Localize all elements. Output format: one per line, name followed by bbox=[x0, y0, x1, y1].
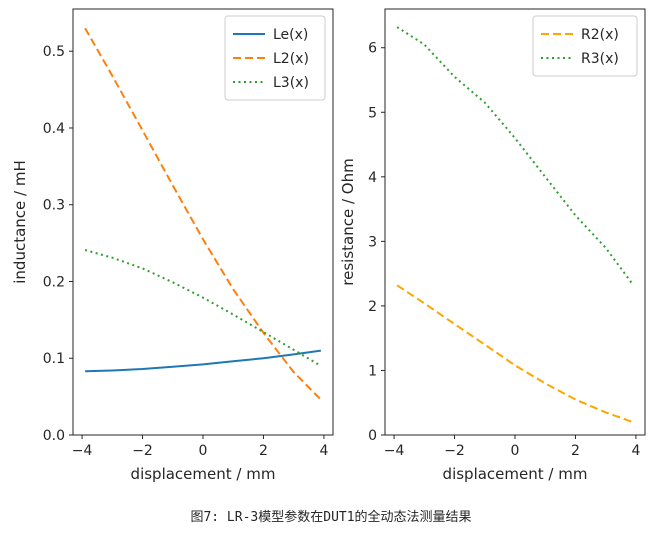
y-tick-label: 0.1 bbox=[43, 351, 65, 367]
y-tick-label: 0 bbox=[368, 428, 377, 444]
y-tick-label: 4 bbox=[368, 170, 377, 186]
legend-label: L3(x) bbox=[273, 75, 309, 91]
x-tick-label: −2 bbox=[444, 443, 465, 459]
plot-frame bbox=[72, 8, 334, 436]
y-tick-label: 6 bbox=[368, 41, 377, 57]
series-line-l2x bbox=[84, 27, 322, 401]
plot-frame bbox=[384, 8, 646, 436]
x-tick-label: 2 bbox=[259, 443, 268, 459]
x-tick-label: −4 bbox=[72, 443, 93, 459]
series-line-l3x bbox=[84, 249, 322, 367]
series-line-r2x bbox=[396, 284, 634, 424]
y-tick-label: 0.5 bbox=[43, 44, 65, 60]
y-tick-label: 0.4 bbox=[43, 121, 65, 137]
legend-label: L2(x) bbox=[273, 51, 309, 67]
x-tick-label: 4 bbox=[319, 443, 328, 459]
y-tick-label: 3 bbox=[368, 234, 377, 250]
legend-label: R2(x) bbox=[581, 27, 619, 43]
x-axis-label: displacement / mm bbox=[131, 465, 276, 483]
legend-box bbox=[224, 15, 326, 101]
x-axis-label: displacement / mm bbox=[443, 465, 588, 483]
y-tick-label: 0.2 bbox=[43, 274, 65, 290]
x-tick-label: −4 bbox=[384, 443, 405, 459]
y-tick-label: 2 bbox=[368, 299, 377, 315]
x-tick-label: 0 bbox=[199, 443, 208, 459]
x-tick-label: 4 bbox=[631, 443, 640, 459]
series-line-lex bbox=[85, 349, 322, 373]
y-axis-label: resistance / Ohm bbox=[339, 158, 357, 285]
y-axis-label: inductance / mH bbox=[11, 160, 29, 284]
y-tick-label: 0.3 bbox=[43, 198, 65, 214]
x-tick-label: 2 bbox=[571, 443, 580, 459]
x-tick-label: −2 bbox=[132, 443, 153, 459]
x-tick-label: 0 bbox=[511, 443, 520, 459]
y-tick-label: 5 bbox=[368, 105, 377, 121]
legend-label: Le(x) bbox=[273, 27, 308, 43]
figure-caption: 图7: LR-3模型参数在DUT1的全动态法测量结果 bbox=[190, 510, 472, 525]
legend-box bbox=[532, 15, 638, 77]
y-tick-label: 1 bbox=[368, 363, 377, 379]
legend-label: R3(x) bbox=[581, 51, 619, 67]
y-tick-label: 0.0 bbox=[43, 428, 65, 444]
